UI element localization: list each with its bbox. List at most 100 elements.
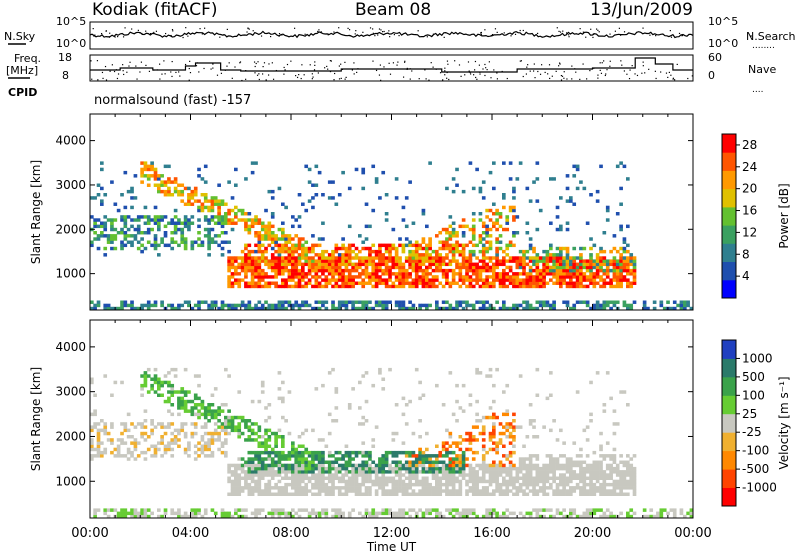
data-cell <box>545 281 550 285</box>
data-cell <box>549 457 553 461</box>
nsearch-dot <box>109 32 111 34</box>
data-cell <box>317 284 322 289</box>
data-cell <box>257 240 262 244</box>
data-cell <box>488 470 493 474</box>
data-cell <box>481 180 486 184</box>
data-cell <box>502 278 506 282</box>
data-cell <box>327 479 332 484</box>
data-cell <box>274 272 278 276</box>
data-cell <box>485 463 489 468</box>
data-cell <box>559 511 563 516</box>
data-cell <box>267 224 272 229</box>
data-cell <box>136 246 141 251</box>
data-cell <box>227 476 231 480</box>
data-cell <box>96 435 101 439</box>
data-cell <box>579 256 583 260</box>
data-cell <box>123 300 128 304</box>
data-cell <box>632 278 637 282</box>
data-cell <box>528 419 533 423</box>
nave-dot <box>109 70 111 72</box>
data-cell <box>213 412 218 417</box>
data-cell <box>334 272 339 276</box>
data-cell <box>140 450 144 455</box>
data-cell <box>354 167 359 172</box>
data-cell <box>626 243 630 248</box>
data-cell <box>133 444 138 448</box>
data-cell <box>498 492 503 496</box>
data-cell <box>284 489 288 493</box>
data-cell <box>398 259 402 263</box>
data-cell <box>609 489 613 493</box>
data-cell <box>277 466 282 471</box>
data-cell <box>291 224 295 229</box>
data-cell <box>471 278 476 282</box>
data-cell <box>267 489 272 493</box>
data-cell <box>569 278 573 282</box>
data-cell <box>113 218 118 222</box>
data-cell <box>461 231 466 235</box>
nsearch-dot <box>372 32 374 34</box>
data-cell <box>106 234 111 238</box>
data-cell <box>441 463 446 468</box>
data-cell <box>478 489 483 493</box>
data-cell <box>535 367 540 372</box>
data-cell <box>183 447 188 452</box>
data-cell <box>240 466 245 471</box>
data-cell <box>575 278 580 282</box>
data-cell <box>297 215 302 219</box>
data-cell <box>488 438 493 442</box>
data-cell <box>572 476 577 480</box>
data-cell <box>213 511 218 516</box>
data-cell <box>431 278 436 282</box>
data-cell <box>609 470 613 474</box>
data-cell <box>589 275 593 279</box>
data-cell <box>384 479 389 484</box>
nave-dot <box>418 78 420 80</box>
data-cell <box>378 253 382 257</box>
data-cell <box>331 180 335 184</box>
nave-dot <box>636 74 639 77</box>
data-cell <box>488 208 493 213</box>
data-cell <box>428 454 432 458</box>
data-cell <box>465 275 469 279</box>
data-cell <box>173 435 178 439</box>
data-cell <box>274 435 278 439</box>
nave-dot <box>189 71 192 74</box>
data-cell <box>143 419 148 423</box>
data-cell <box>270 473 275 477</box>
data-cell <box>287 268 292 273</box>
data-cell <box>398 473 402 477</box>
data-cell <box>173 306 178 311</box>
data-cell <box>582 486 587 490</box>
nave-dot <box>241 79 243 82</box>
data-cell <box>347 470 352 474</box>
data-cell <box>371 259 376 263</box>
data-cell <box>626 278 630 282</box>
colorbar-tick-label: 24 <box>742 160 757 174</box>
data-cell <box>217 202 221 206</box>
data-cell <box>304 486 309 490</box>
data-cell <box>220 224 225 229</box>
data-cell <box>344 278 349 282</box>
data-cell <box>384 306 389 311</box>
data-cell <box>133 438 138 442</box>
data-cell <box>569 284 573 289</box>
nsearch-dot <box>201 33 203 35</box>
data-cell <box>538 476 543 480</box>
data-cell <box>435 253 439 257</box>
colorbar-swatch <box>722 432 736 452</box>
nave-dot <box>96 60 99 62</box>
data-cell <box>481 231 486 235</box>
data-cell <box>458 406 463 410</box>
data-cell <box>378 246 382 251</box>
data-cell <box>445 450 449 455</box>
data-cell <box>347 249 352 254</box>
data-cell <box>582 466 587 471</box>
data-cell <box>93 425 97 429</box>
data-cell <box>170 383 175 388</box>
data-cell <box>341 170 345 175</box>
data-cell <box>327 196 332 200</box>
data-cell <box>190 189 195 194</box>
y-tick-label: 3000 <box>55 385 86 399</box>
data-cell <box>512 428 516 433</box>
